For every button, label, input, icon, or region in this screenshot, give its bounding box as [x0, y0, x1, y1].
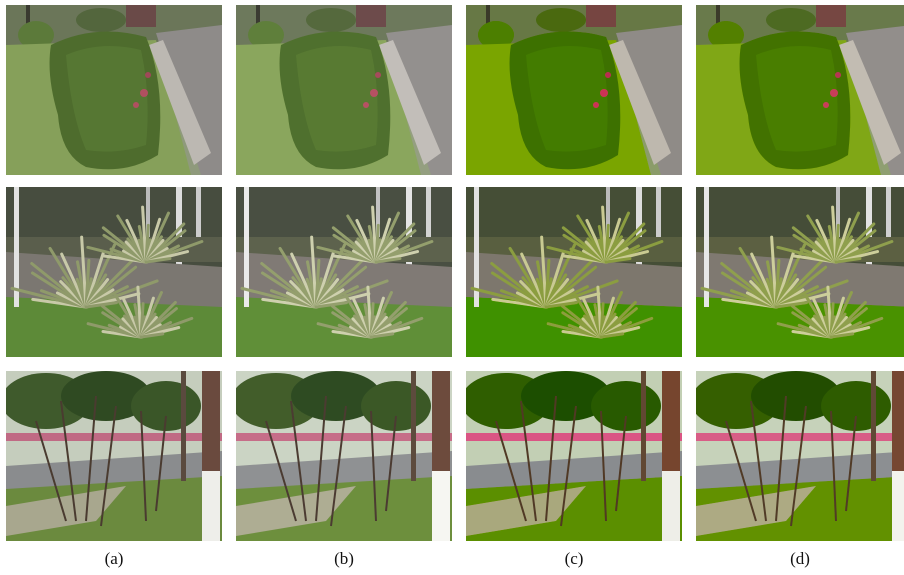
caption: (c): [565, 549, 584, 568]
photo: [696, 5, 904, 175]
photo: [236, 187, 452, 357]
page: (a) (b) (c) (d) (() => { const data = JS…: [0, 0, 904, 575]
photo: [466, 187, 682, 357]
photo: [6, 187, 222, 357]
photo: [691, 371, 904, 541]
photo: [461, 371, 682, 541]
photo: [466, 5, 682, 175]
photo: [1, 371, 222, 541]
caption: (b): [334, 549, 354, 568]
photo: [6, 5, 222, 175]
caption: (d): [790, 549, 810, 568]
caption: (a): [105, 549, 124, 568]
photo: [236, 5, 452, 175]
photo: [696, 187, 904, 357]
photo: [231, 371, 452, 541]
image-grid: [1, 5, 904, 541]
figure: (a) (b) (c) (d): [0, 0, 904, 575]
